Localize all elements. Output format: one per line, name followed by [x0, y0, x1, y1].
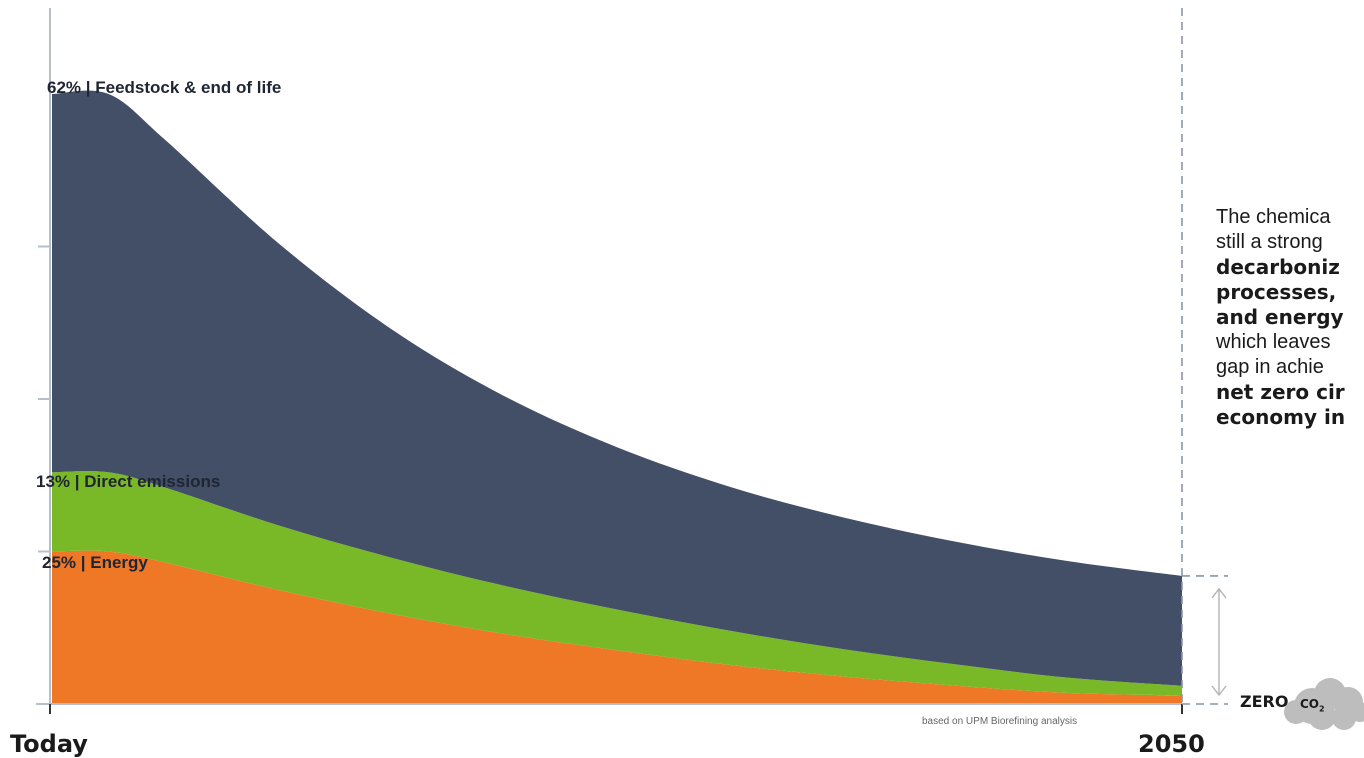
gap-arrow-head-down — [1211, 685, 1227, 697]
gap-arrow-head-up — [1211, 587, 1227, 599]
note-line: The chemica — [1216, 206, 1331, 228]
co2-unit: CO — [1300, 697, 1320, 711]
x-label-2050: 2050 — [1138, 730, 1205, 758]
co2-cloud-icon — [1284, 678, 1364, 730]
area-direct-emissions — [52, 471, 1182, 696]
stacked-areas — [52, 90, 1182, 704]
note-line: still a strong — [1216, 231, 1323, 253]
series-label-direct-emissions: 13% | Direct emissions — [36, 472, 221, 491]
note-line-bold: economy in — [1216, 405, 1346, 429]
area-feedstock — [52, 90, 1182, 686]
explanation-text: The chemica still a strong decarboniz pr… — [1216, 205, 1364, 430]
co2-subscript: 2 — [1319, 704, 1325, 714]
chart-axes — [36, 8, 1183, 714]
x-label-today: Today — [10, 730, 88, 758]
note-line: gap in achie — [1216, 356, 1324, 378]
source-note: based on UPM Biorefining analysis — [922, 716, 1078, 727]
zero-target-label: ZERO — [1240, 692, 1289, 711]
series-label-energy: 25% | Energy — [42, 553, 148, 572]
area-energy — [52, 550, 1182, 704]
note-line-bold: and energy — [1216, 305, 1344, 329]
series-label-feedstock: 62% | Feedstock & end of life — [47, 78, 282, 97]
co2-label: CO2 — [1300, 697, 1325, 713]
note-line-bold: decarboniz — [1216, 255, 1340, 279]
note-line-bold: net zero cir — [1216, 380, 1345, 404]
note-line: which leaves — [1216, 331, 1331, 353]
note-line-bold: processes, — [1216, 280, 1337, 304]
net-zero-gap-marker — [1181, 8, 1364, 730]
